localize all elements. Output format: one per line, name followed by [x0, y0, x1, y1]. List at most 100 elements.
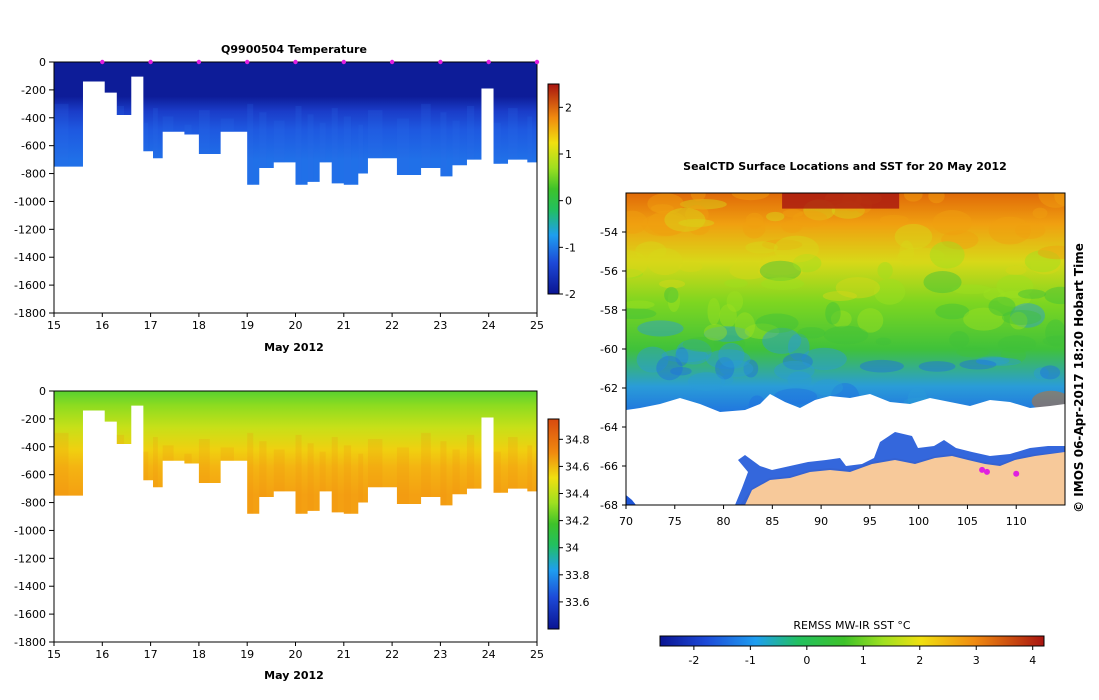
sst-texture-blob: [766, 211, 785, 222]
sst-colorbar-label: REMSS MW-IR SST °C: [793, 619, 911, 632]
colorbar-tick-label: 34: [565, 542, 579, 555]
sst-texture-blob: [792, 210, 828, 228]
y-tick-label: -800: [21, 497, 46, 510]
sst-texture-blob: [1010, 303, 1046, 328]
sst-texture-blob: [678, 218, 715, 228]
sst-texture-blob: [975, 357, 1021, 366]
colorbar-tick-label: 33.6: [565, 596, 590, 609]
sst-texture-blob: [997, 335, 1037, 353]
sst-texture-blob: [758, 254, 804, 276]
streak: [184, 124, 192, 135]
streak: [220, 447, 234, 461]
lat-tick-label: -62: [600, 382, 618, 395]
temperature-x-axis: 15 16 17 18 19 20 21 22 23 24 25: [47, 313, 544, 332]
sst-texture-blob: [731, 193, 770, 201]
sst-texture-blob: [682, 337, 724, 352]
y-tick-label: -400: [21, 441, 46, 454]
streak: [508, 437, 518, 489]
streak: [527, 445, 533, 492]
streak: [358, 124, 364, 174]
streak: [452, 449, 460, 495]
sst-texture-blob: [707, 297, 721, 326]
lat-tick-label: -58: [600, 304, 618, 317]
profile-marker: [486, 59, 491, 65]
streak: [247, 103, 254, 185]
sst-field-texture: [626, 193, 1065, 425]
colorbar-tick-label: 1: [565, 148, 572, 161]
sst-texture-blob: [1001, 309, 1042, 325]
lon-tick-label: 80: [717, 515, 731, 528]
sst-texture-blob: [719, 304, 737, 328]
lat-tick-label: -60: [600, 343, 618, 356]
sst-texture-blob: [1000, 346, 1027, 364]
sst-texture-blob: [626, 268, 644, 279]
lon-tick-label: 70: [619, 515, 633, 528]
sst-texture-blob: [744, 323, 780, 339]
y-tick-label: -1600: [14, 279, 46, 292]
sst-map-panel: SealCTD Surface Locations and SST for 20…: [600, 160, 1086, 667]
profile-marker: [148, 59, 153, 65]
colorbar-tick-label: 34.4: [565, 488, 590, 501]
sst-texture-blob: [760, 277, 805, 290]
x-tick-label: 17: [144, 319, 158, 332]
sst-texture-blob: [787, 371, 812, 388]
x-tick-label: 24: [482, 319, 496, 332]
streak: [116, 434, 125, 444]
streak: [198, 110, 210, 155]
y-tick-label: -1000: [14, 195, 46, 208]
streak: [273, 120, 285, 163]
sst-texture-blob: [873, 278, 906, 305]
sst-texture-blob: [726, 291, 744, 312]
profile-marker: [293, 59, 298, 65]
streak: [184, 453, 192, 464]
sst-texture-blob: [679, 199, 727, 210]
lat-tick-label: -56: [600, 265, 618, 278]
sst-map-longitude-axis: 70 75 80 85 90 95 100 105 110: [619, 505, 1027, 528]
streak: [527, 116, 533, 163]
sst-texture-blob: [661, 348, 709, 363]
streak: [319, 451, 326, 492]
sst-texture-blob: [951, 284, 991, 295]
sst-colorbar-tick-label: -2: [688, 654, 699, 667]
sst-texture-blob: [684, 205, 709, 224]
colorbar-tick-label: -1: [565, 241, 576, 254]
sst-texture-blob: [813, 379, 844, 396]
y-tick-label: -1600: [14, 608, 46, 621]
streak: [367, 110, 383, 159]
colorbar-tick-label: 34.8: [565, 433, 590, 446]
streak: [452, 120, 460, 166]
temperature-colorbar-ticks: -2 -1 0 1 2: [559, 101, 576, 301]
sst-texture-blob: [792, 254, 822, 273]
temperature-profile-markers: [100, 59, 540, 65]
sst-texture-blob: [636, 346, 669, 373]
sst-texture-blob: [835, 277, 881, 299]
x-tick-label: 15: [47, 648, 61, 661]
salinity-y-axis: 0 -200 -400 -600 -800 -1000 -1200 -1400 -1600 -18…: [14, 385, 54, 649]
sst-texture-blob: [1044, 286, 1065, 305]
seal-location-marker: [983, 468, 990, 475]
sst-texture-blob: [857, 308, 884, 333]
x-tick-label: 23: [433, 319, 447, 332]
lon-tick-label: 105: [957, 515, 978, 528]
x-tick-label: 15: [47, 319, 61, 332]
sst-texture-blob: [773, 388, 818, 405]
sst-texture-blob: [823, 325, 869, 345]
streak: [396, 447, 410, 504]
sst-map-title: SealCTD Surface Locations and SST for 20…: [683, 160, 1007, 173]
sst-texture-blob: [859, 359, 904, 373]
sst-texture-blob: [875, 337, 892, 346]
sst-texture-blob: [1024, 250, 1061, 273]
streak: [307, 443, 314, 511]
profile-marker: [196, 59, 202, 65]
sst-texture-blob: [703, 326, 750, 342]
colorbar-tick-label: 34.6: [565, 460, 590, 473]
antarctic-land: [740, 452, 1065, 505]
x-tick-label: 24: [482, 648, 496, 661]
x-tick-label: 20: [289, 319, 303, 332]
sst-texture-blob: [659, 279, 686, 289]
profile-marker: [534, 59, 540, 65]
temperature-data-field: [54, 62, 537, 185]
sst-texture-blob: [762, 327, 802, 354]
colorbar-tick-label: 33.8: [565, 569, 590, 582]
sst-texture-blob: [759, 260, 802, 282]
